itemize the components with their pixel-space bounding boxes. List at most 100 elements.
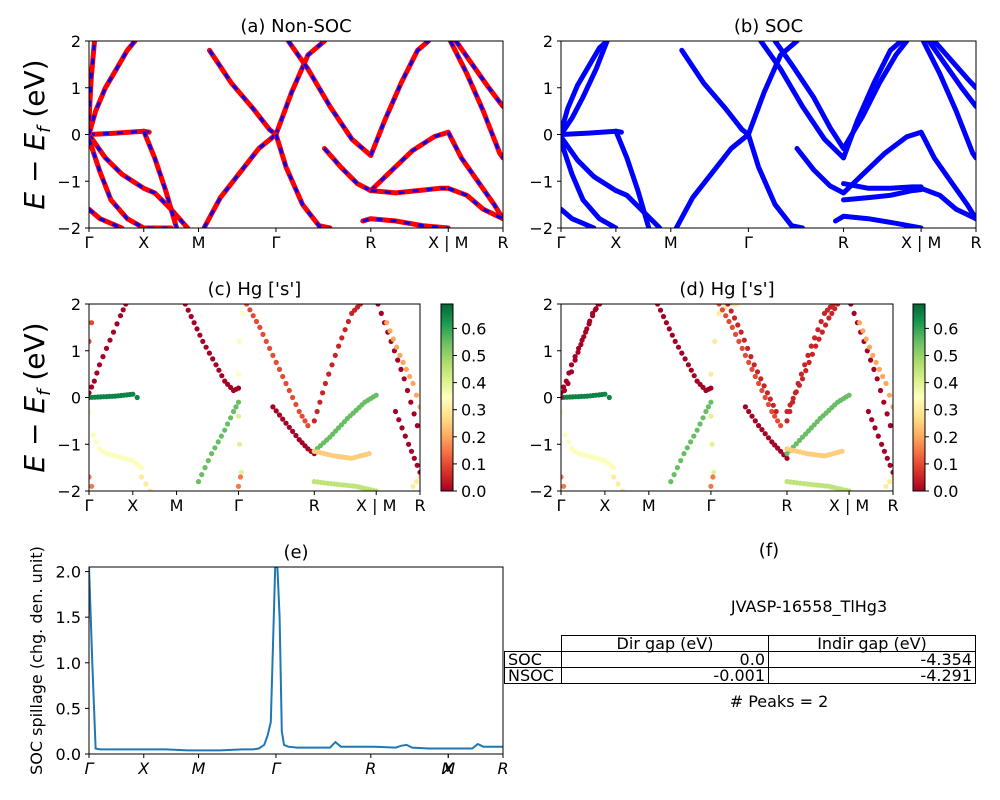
- band-line: [561, 41, 610, 135]
- band-point: [660, 313, 667, 320]
- band-point: [666, 326, 672, 332]
- band-point: [413, 479, 420, 485]
- band-point: [772, 413, 778, 419]
- band-point: [708, 371, 714, 377]
- band-point: [182, 304, 188, 307]
- band-point: [199, 472, 205, 478]
- band-point: [886, 392, 893, 398]
- band-point: [697, 421, 703, 427]
- band-point: [276, 412, 283, 418]
- band-point: [869, 417, 875, 423]
- x-tick-label: R: [365, 759, 376, 778]
- x-tick-label: Γ: [557, 496, 566, 515]
- band-point: [225, 421, 231, 427]
- x-tick-label: X: [137, 759, 150, 778]
- band-point: [209, 451, 215, 457]
- colorbar-tick-label: 0.4: [933, 374, 958, 393]
- band-point: [597, 304, 603, 307]
- x-tick-label: R: [781, 496, 792, 515]
- band-point: [752, 418, 758, 424]
- band-point: [829, 310, 835, 316]
- band-point: [778, 448, 784, 454]
- band-point: [870, 352, 876, 358]
- y-tick-label: 0.5: [56, 699, 81, 718]
- band-point: [89, 338, 92, 344]
- band-point: [787, 402, 793, 408]
- band-point: [218, 433, 224, 439]
- band-point: [188, 313, 194, 320]
- band-point: [100, 354, 106, 360]
- colorbar-tick-label: 0.6: [461, 319, 486, 338]
- gap-table-header-row: Dir gap (eV) Indir gap (eV): [505, 635, 976, 652]
- panel-f-title: (f): [758, 540, 780, 561]
- band-point: [401, 376, 407, 382]
- band-point: [89, 408, 92, 415]
- band-point: [572, 357, 578, 363]
- band-point: [758, 376, 764, 382]
- band-point: [210, 356, 216, 362]
- band-point: [808, 343, 814, 349]
- band-point: [728, 308, 734, 314]
- band-point: [206, 350, 212, 356]
- band-point: [705, 404, 712, 410]
- band-point: [809, 351, 816, 357]
- y-tick-label: 2: [71, 295, 81, 314]
- y-axis-label-part: E: [18, 455, 51, 473]
- band-point: [576, 345, 582, 351]
- band-point: [568, 369, 575, 375]
- band-point: [290, 428, 296, 434]
- band-line: [368, 41, 431, 158]
- x-tick-label: X: [610, 233, 621, 252]
- band-line: [273, 41, 327, 137]
- band-point: [611, 474, 617, 480]
- colorbar-tick-label: 0.3: [461, 401, 486, 420]
- colorbar: [913, 304, 925, 491]
- band-line: [89, 41, 138, 137]
- band-point: [411, 411, 417, 417]
- band-point: [267, 345, 273, 351]
- band-point: [404, 387, 411, 394]
- y-axis-label: E − Ef (eV): [18, 322, 55, 472]
- panel-1: (b) SOC −2 −1 0 1 2 Γ X M Γ R X | M R: [529, 16, 981, 252]
- y-axis-label-part: (eV): [18, 322, 51, 389]
- panel-title: (a) Non-SOC: [240, 16, 351, 37]
- band-line: [841, 187, 924, 203]
- band-point: [96, 362, 103, 368]
- band-point: [657, 307, 664, 313]
- band-point: [273, 359, 279, 365]
- band-point: [694, 427, 700, 433]
- y-tick-label: 0: [71, 389, 81, 408]
- band-point: [765, 401, 772, 408]
- x-tick-label: X | M: [901, 233, 941, 252]
- material-identifier: JVASP-16558_TlHg3: [730, 597, 888, 616]
- band-point: [848, 304, 854, 307]
- peaks-count: # Peaks = 2: [729, 692, 829, 711]
- band-point: [735, 322, 741, 328]
- band-point: [886, 479, 893, 485]
- band-point: [832, 306, 838, 312]
- x-tick-label: M: [192, 233, 206, 252]
- band-point: [682, 356, 688, 362]
- band-point: [561, 408, 564, 415]
- band-point: [685, 362, 692, 368]
- band-point: [276, 366, 283, 372]
- band-point: [749, 366, 755, 372]
- colorbar-tick-label: 0.1: [461, 455, 486, 474]
- colorbar-frame: [912, 303, 926, 492]
- band-point: [120, 307, 126, 313]
- axes-frame: [88, 40, 504, 229]
- band-point: [117, 313, 124, 319]
- x-tick-label: R: [887, 496, 898, 515]
- band-point: [681, 451, 687, 457]
- band-point: [270, 352, 276, 358]
- band-point: [561, 387, 568, 394]
- y-tick-label: 1: [543, 342, 553, 361]
- y-tick-label: 1.5: [56, 608, 81, 627]
- band-point: [711, 469, 717, 475]
- band-point: [700, 415, 706, 421]
- band-point: [138, 465, 145, 471]
- band-point: [716, 304, 722, 307]
- band-point: [773, 408, 779, 415]
- band-line: [745, 41, 800, 137]
- band-point: [887, 423, 893, 429]
